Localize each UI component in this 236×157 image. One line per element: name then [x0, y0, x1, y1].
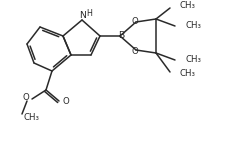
Text: O: O	[132, 16, 138, 25]
Text: N: N	[80, 11, 86, 21]
Text: CH₃: CH₃	[185, 56, 201, 65]
Text: CH₃: CH₃	[24, 114, 40, 122]
Text: CH₃: CH₃	[180, 2, 196, 11]
Text: H: H	[86, 8, 92, 17]
Text: O: O	[22, 94, 29, 103]
Text: B: B	[118, 30, 124, 40]
Text: CH₃: CH₃	[185, 22, 201, 30]
Text: CH₃: CH₃	[180, 70, 196, 78]
Text: O: O	[132, 46, 138, 56]
Text: O: O	[63, 97, 69, 106]
